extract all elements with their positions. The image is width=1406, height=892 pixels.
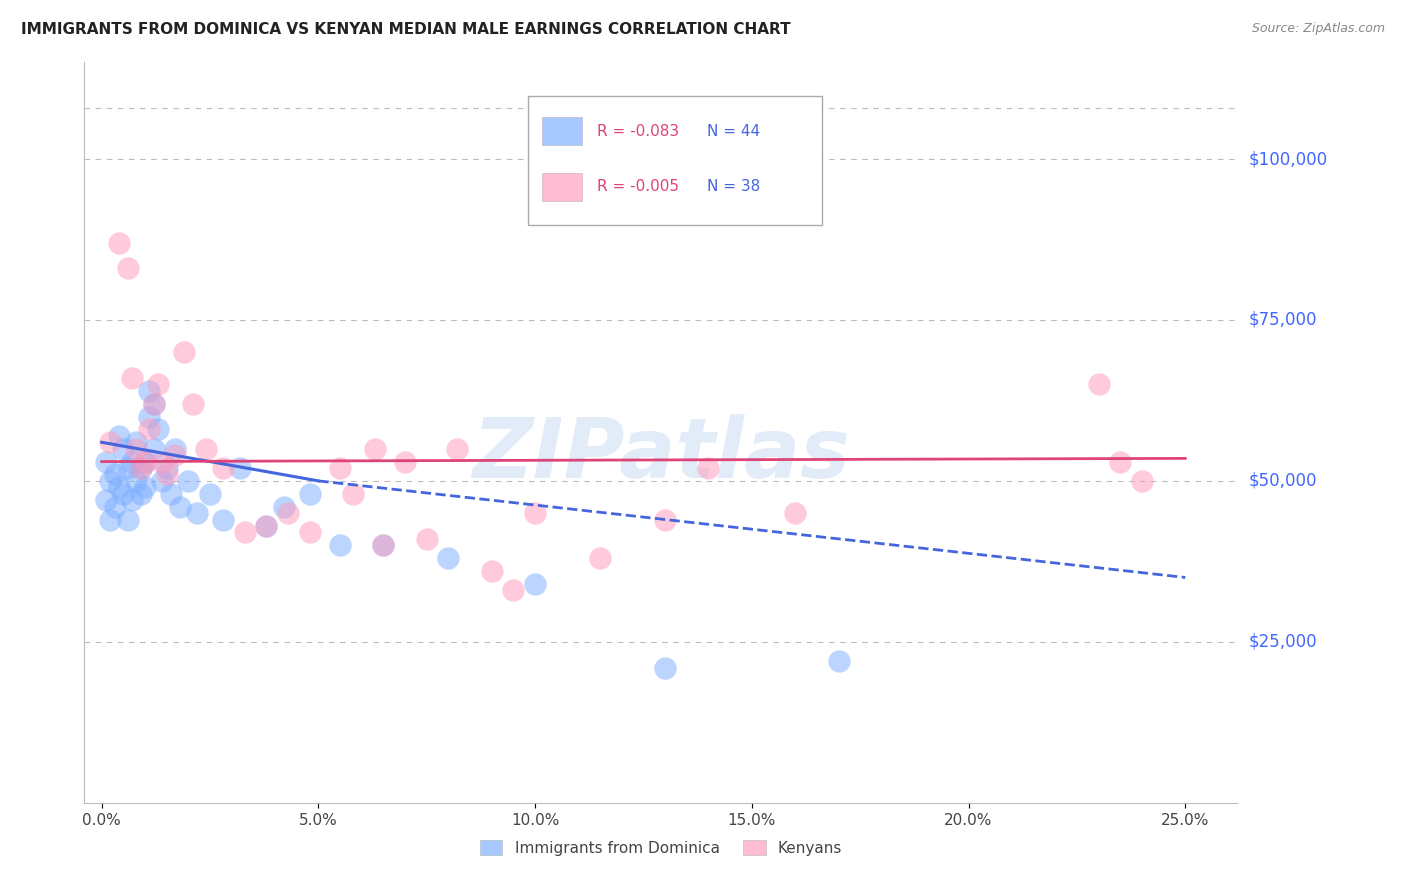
Point [121, 454, 143, 468]
Point [654, 660, 676, 674]
Point [654, 512, 676, 526]
Text: N = 38: N = 38 [707, 179, 761, 194]
Point [150, 454, 173, 468]
Point [108, 480, 131, 494]
Point [446, 442, 468, 456]
Legend: Immigrants from Dominica, Kenyans: Immigrants from Dominica, Kenyans [474, 834, 848, 862]
Point [117, 261, 139, 276]
Point [827, 654, 849, 668]
Point [364, 442, 387, 456]
Point [373, 538, 395, 552]
Point [112, 487, 135, 501]
Point [173, 345, 195, 359]
Text: $25,000: $25,000 [1249, 632, 1317, 651]
Point [186, 506, 208, 520]
Point [121, 371, 143, 385]
Point [165, 448, 187, 462]
Point [142, 397, 165, 411]
Point [1109, 454, 1132, 468]
Point [329, 538, 352, 552]
Point [138, 384, 160, 398]
Text: ZIPatlas: ZIPatlas [472, 414, 849, 495]
Point [94, 454, 117, 468]
Point [108, 429, 131, 443]
Point [254, 519, 277, 533]
Point [142, 442, 165, 456]
Text: R = -0.083: R = -0.083 [598, 124, 679, 139]
Point [198, 487, 221, 501]
Point [112, 442, 135, 456]
Point [298, 525, 321, 540]
Point [169, 500, 191, 514]
Point [138, 422, 160, 436]
Point [134, 454, 156, 468]
Point [502, 583, 524, 598]
Point [142, 397, 165, 411]
Point [394, 454, 416, 468]
Point [108, 235, 131, 250]
Point [98, 435, 121, 450]
Point [129, 461, 152, 475]
Point [273, 500, 295, 514]
Point [177, 474, 200, 488]
Point [125, 435, 148, 450]
Point [1130, 474, 1153, 488]
Text: $100,000: $100,000 [1249, 150, 1327, 168]
Point [98, 512, 121, 526]
Point [125, 442, 148, 456]
Point [98, 474, 121, 488]
Point [589, 551, 612, 566]
Point [146, 422, 169, 436]
Point [146, 377, 169, 392]
Text: R = -0.005: R = -0.005 [598, 179, 679, 194]
Text: IMMIGRANTS FROM DOMINICA VS KENYAN MEDIAN MALE EARNINGS CORRELATION CHART: IMMIGRANTS FROM DOMINICA VS KENYAN MEDIA… [21, 22, 790, 37]
Point [524, 506, 547, 520]
Point [129, 487, 152, 501]
Point [298, 487, 321, 501]
Point [156, 461, 179, 475]
Point [277, 506, 299, 520]
Point [254, 519, 277, 533]
Point [125, 474, 148, 488]
Point [524, 577, 547, 591]
Point [481, 564, 503, 578]
Point [121, 493, 143, 508]
Text: Source: ZipAtlas.com: Source: ZipAtlas.com [1251, 22, 1385, 36]
Point [373, 538, 395, 552]
FancyBboxPatch shape [543, 117, 582, 145]
Point [104, 467, 127, 482]
Text: N = 44: N = 44 [707, 124, 761, 139]
FancyBboxPatch shape [529, 95, 823, 226]
Point [150, 474, 173, 488]
Point [104, 500, 127, 514]
Point [94, 493, 117, 508]
Point [329, 461, 352, 475]
FancyBboxPatch shape [543, 173, 582, 201]
Point [160, 487, 183, 501]
Point [342, 487, 364, 501]
Text: $75,000: $75,000 [1249, 311, 1317, 329]
Point [181, 397, 204, 411]
Point [233, 525, 256, 540]
Point [117, 512, 139, 526]
Point [697, 461, 720, 475]
Point [212, 512, 235, 526]
Point [117, 461, 139, 475]
Point [1087, 377, 1109, 392]
Point [134, 454, 156, 468]
Point [437, 551, 460, 566]
Point [134, 480, 156, 494]
Point [129, 461, 152, 475]
Point [785, 506, 807, 520]
Point [156, 467, 179, 482]
Point [165, 442, 187, 456]
Point [229, 461, 252, 475]
Point [416, 532, 439, 546]
Point [138, 409, 160, 424]
Point [194, 442, 217, 456]
Text: $50,000: $50,000 [1249, 472, 1317, 490]
Point [212, 461, 235, 475]
